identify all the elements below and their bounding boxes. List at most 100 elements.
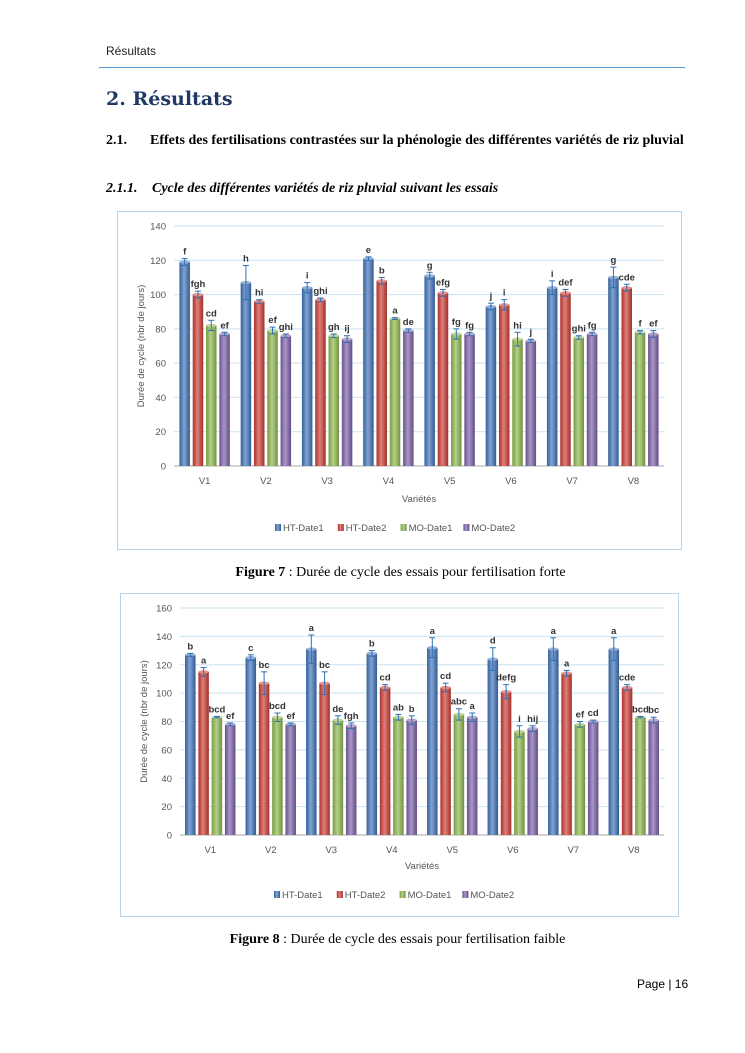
x-tick-label: V8 — [628, 845, 640, 856]
x-axis-title: Variétés — [405, 861, 439, 872]
bar — [424, 275, 435, 466]
legend-label: HT-Date2 — [346, 523, 387, 534]
bar — [366, 653, 378, 835]
running-header: Résultats — [106, 44, 157, 58]
legend-swatch — [274, 891, 280, 898]
bar — [560, 292, 571, 466]
subsubsection-number: 2.1.1. — [106, 181, 138, 196]
y-tick-label: 120 — [156, 660, 172, 671]
significance-label: a — [430, 626, 436, 637]
subsection-number: 2.1. — [106, 133, 127, 148]
significance-label: ghi — [572, 324, 586, 335]
bar — [198, 671, 209, 835]
bar — [487, 659, 499, 835]
subsubsection-title: Cycle des différentes variétés de riz pl… — [152, 181, 499, 196]
significance-label: j — [529, 327, 533, 338]
header-rule — [99, 67, 685, 68]
bar — [306, 649, 317, 835]
bar — [285, 724, 296, 835]
significance-label: de — [403, 317, 414, 328]
x-tick-label: V7 — [566, 476, 578, 487]
bar — [608, 649, 620, 835]
significance-label: bc — [648, 705, 659, 716]
y-tick-label: 140 — [150, 222, 166, 233]
y-tick-label: 20 — [161, 802, 172, 813]
bar — [363, 258, 374, 466]
x-tick-label: V2 — [265, 845, 277, 856]
bar — [192, 294, 204, 466]
y-tick-label: 140 — [156, 632, 172, 643]
x-tick-label: V2 — [260, 476, 272, 487]
bar — [525, 340, 537, 466]
figure-7-label: Figure 7 — [235, 565, 286, 580]
bar — [634, 332, 646, 466]
bar — [185, 654, 196, 835]
legend-swatch — [275, 524, 281, 531]
bar — [328, 335, 340, 466]
bar — [440, 687, 451, 835]
bar — [389, 318, 401, 466]
bar — [301, 287, 313, 466]
significance-label: a — [201, 656, 207, 667]
y-axis-title: Durée de cycle (nbr de jours) — [136, 285, 147, 408]
significance-label: ef — [220, 320, 229, 331]
bar — [573, 337, 585, 466]
bar — [561, 673, 572, 835]
bar — [280, 335, 292, 466]
bar — [512, 339, 523, 466]
bar — [267, 330, 278, 466]
y-tick-label: 0 — [167, 831, 172, 842]
legend-label: HT-Date1 — [282, 890, 323, 901]
significance-label: bcd — [632, 705, 649, 716]
legend-label: MO-Date2 — [471, 523, 515, 534]
x-tick-label: V6 — [507, 845, 519, 856]
bar — [574, 724, 586, 835]
bar — [379, 687, 391, 835]
x-axis-title: Variétés — [402, 494, 436, 505]
bar — [586, 334, 598, 466]
legend-swatch — [337, 524, 344, 531]
significance-label: hij — [527, 714, 538, 725]
significance-label: fg — [588, 320, 597, 331]
significance-label: cd — [380, 673, 391, 684]
x-tick-label: V4 — [383, 476, 395, 487]
x-tick-label: V6 — [505, 476, 517, 487]
significance-label: f — [183, 247, 187, 258]
legend-label: HT-Date1 — [283, 523, 324, 534]
bar — [403, 330, 414, 466]
y-tick-label: 160 — [156, 604, 172, 615]
legend-label: MO-Date1 — [408, 890, 452, 901]
significance-label: cd — [588, 708, 599, 719]
bar — [272, 717, 283, 835]
significance-label: defg — [496, 673, 516, 684]
bar — [319, 683, 330, 835]
y-tick-label: 20 — [155, 427, 166, 438]
x-tick-label: V5 — [444, 476, 456, 487]
y-tick-label: 40 — [155, 393, 166, 404]
x-tick-label: V7 — [567, 845, 579, 856]
significance-label: cde — [619, 272, 635, 283]
bar — [332, 720, 344, 835]
y-tick-label: 40 — [161, 774, 172, 785]
significance-label: cde — [619, 673, 635, 684]
bar — [253, 301, 265, 466]
significance-label: d — [490, 636, 496, 647]
bar — [341, 339, 353, 466]
bar — [514, 731, 525, 835]
significance-label: fgh — [344, 711, 359, 722]
bar — [211, 717, 223, 835]
y-axis-title: Durée de cycle (nbr de jours) — [139, 660, 150, 783]
bar — [245, 657, 257, 835]
significance-label: de — [332, 704, 343, 715]
bar — [648, 720, 659, 835]
significance-label: j — [489, 291, 493, 302]
legend-label: MO-Date1 — [409, 523, 453, 534]
significance-label: g — [611, 255, 617, 266]
significance-label: cd — [206, 308, 217, 319]
subsection-title: Effets des fertilisations contrastées su… — [150, 133, 684, 148]
significance-label: b — [409, 704, 415, 715]
legend-swatch — [400, 524, 407, 531]
section-title: 2. Résultats — [106, 88, 233, 110]
bar — [427, 647, 438, 835]
significance-label: abc — [451, 697, 467, 708]
